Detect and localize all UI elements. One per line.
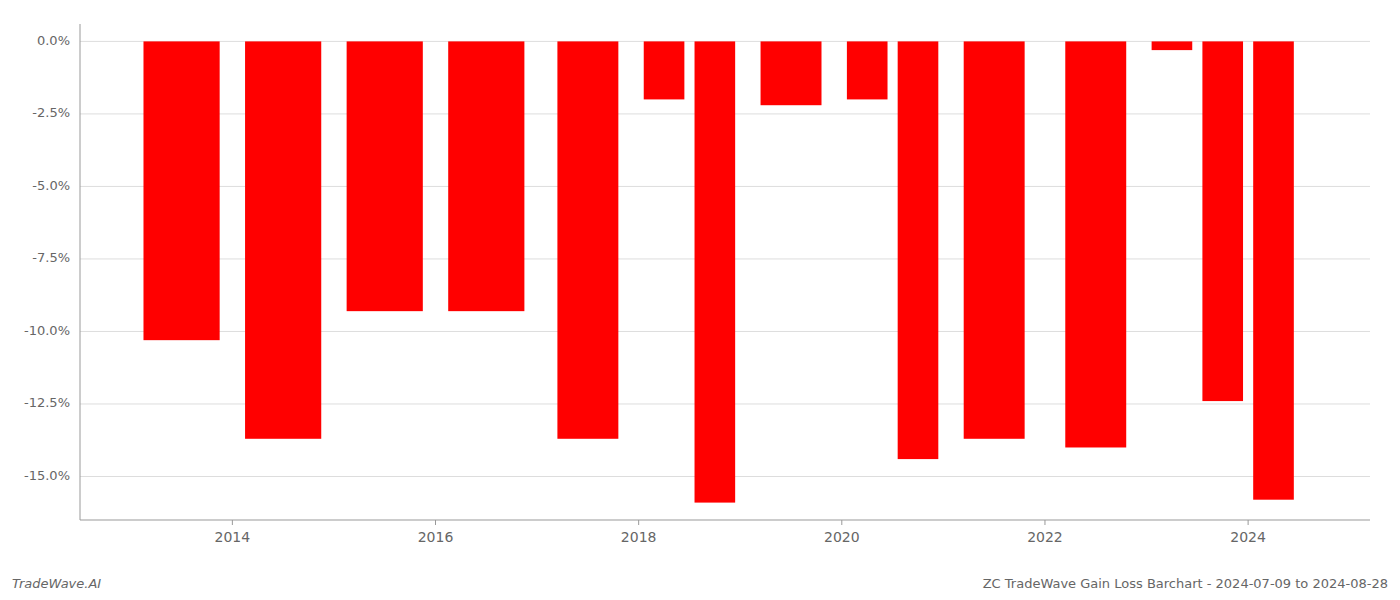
bar [1202, 41, 1243, 401]
x-tick-label: 2014 [215, 529, 251, 545]
y-tick-label: -7.5% [32, 250, 70, 265]
footer-right: ZC TradeWave Gain Loss Barchart - 2024-0… [983, 576, 1388, 591]
x-tick-label: 2018 [621, 529, 657, 545]
y-tick-labels: 0.0% -2.5% -5.0% -7.5% -10.0% -12.5% -15.0% [24, 33, 70, 483]
footer-left: TradeWave.AI [12, 576, 101, 591]
x-ticks: 2014 2016 2018 2020 2022 2024 [215, 520, 1266, 545]
bar [964, 41, 1025, 438]
y-axis-line [80, 24, 81, 520]
bar [557, 41, 618, 438]
bar [347, 41, 423, 311]
x-tick-label: 2016 [418, 529, 454, 545]
bar [644, 41, 685, 99]
x-tick [1044, 520, 1045, 525]
bar [847, 41, 888, 99]
y-tick-label: -10.0% [24, 323, 70, 338]
y-tick-label: -5.0% [32, 178, 70, 193]
y-tick-label: 0.0% [37, 33, 70, 48]
bar [448, 41, 524, 311]
x-tick [841, 520, 842, 525]
bar [898, 41, 939, 459]
y-tick-label: -15.0% [24, 468, 70, 483]
bar [761, 41, 822, 105]
x-tick-label: 2020 [824, 529, 860, 545]
x-tick [435, 520, 436, 525]
bar [245, 41, 321, 438]
bars [143, 41, 1293, 502]
y-tick-label: -2.5% [32, 105, 70, 120]
x-tick [232, 520, 233, 525]
x-tick [638, 520, 639, 525]
bar [1253, 41, 1294, 499]
x-tick [1248, 520, 1249, 525]
x-tick-label: 2024 [1230, 529, 1266, 545]
chart: 0.0% -2.5% -5.0% -7.5% -10.0% -12.5% -15.0% 201… [0, 0, 1400, 600]
bar [1065, 41, 1126, 447]
x-tick-label: 2022 [1027, 529, 1063, 545]
bar [143, 41, 219, 340]
y-tick-label: -12.5% [24, 395, 70, 410]
bar [695, 41, 736, 502]
bar [1152, 41, 1193, 50]
x-axis-line [80, 520, 1370, 521]
